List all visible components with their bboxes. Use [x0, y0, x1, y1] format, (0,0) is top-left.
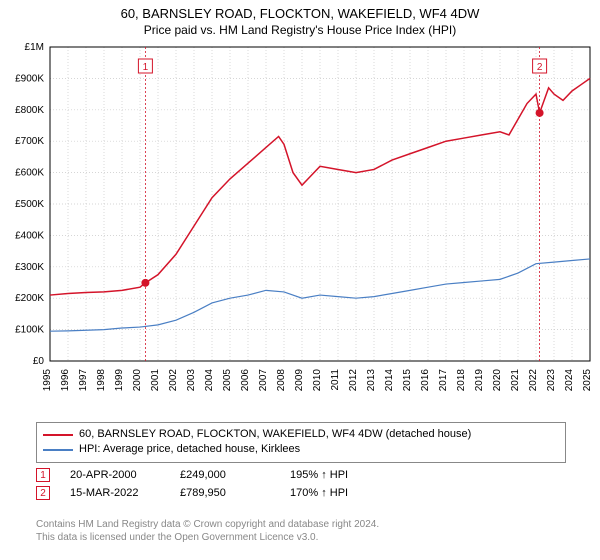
- svg-text:2: 2: [537, 62, 543, 73]
- svg-text:2009: 2009: [294, 368, 305, 391]
- svg-text:2018: 2018: [456, 368, 467, 391]
- svg-text:£0: £0: [33, 356, 45, 367]
- svg-text:£100K: £100K: [15, 324, 44, 335]
- sale-marker-badge: 1: [36, 468, 50, 482]
- svg-text:£200K: £200K: [15, 293, 44, 304]
- svg-text:2023: 2023: [546, 368, 557, 391]
- svg-text:2021: 2021: [510, 368, 521, 391]
- footer-line-2: This data is licensed under the Open Gov…: [36, 531, 566, 544]
- legend-swatch: [43, 434, 73, 436]
- sale-row: 1 20-APR-2000 £249,000 195% ↑ HPI: [36, 466, 566, 484]
- sale-marker-badge: 2: [36, 486, 50, 500]
- svg-text:£1M: £1M: [25, 42, 44, 53]
- chart-title: 60, BARNSLEY ROAD, FLOCKTON, WAKEFIELD, …: [0, 0, 600, 23]
- svg-text:2016: 2016: [420, 368, 431, 391]
- sale-hpi-delta: 195% ↑ HPI: [290, 469, 380, 481]
- svg-text:2025: 2025: [582, 368, 593, 391]
- svg-text:2005: 2005: [222, 368, 233, 391]
- legend: 60, BARNSLEY ROAD, FLOCKTON, WAKEFIELD, …: [36, 422, 566, 463]
- legend-swatch: [43, 449, 73, 451]
- svg-text:£800K: £800K: [15, 105, 44, 116]
- svg-text:2014: 2014: [384, 368, 395, 391]
- svg-text:£900K: £900K: [15, 73, 44, 84]
- chart-subtitle: Price paid vs. HM Land Registry's House …: [0, 23, 600, 41]
- sale-price: £789,950: [180, 487, 270, 499]
- svg-text:2003: 2003: [186, 368, 197, 391]
- sale-data-table: 1 20-APR-2000 £249,000 195% ↑ HPI 2 15-MAR-20…: [36, 466, 566, 502]
- sale-date: 15-MAR-2022: [70, 487, 160, 499]
- svg-text:2010: 2010: [312, 368, 323, 391]
- svg-text:2012: 2012: [348, 368, 359, 391]
- legend-item: 60, BARNSLEY ROAD, FLOCKTON, WAKEFIELD, …: [43, 427, 559, 442]
- svg-text:£500K: £500K: [15, 199, 44, 210]
- price-chart: £0 £100K £200K £300K £400K £500K £600K £700K £80…: [0, 41, 600, 411]
- svg-text:£400K: £400K: [15, 230, 44, 241]
- svg-text:1995: 1995: [42, 368, 53, 391]
- svg-text:2022: 2022: [528, 368, 539, 391]
- sale-row: 2 15-MAR-2022 £789,950 170% ↑ HPI: [36, 484, 566, 502]
- svg-text:2020: 2020: [492, 368, 503, 391]
- legend-label: 60, BARNSLEY ROAD, FLOCKTON, WAKEFIELD, …: [79, 427, 471, 442]
- svg-text:2011: 2011: [330, 368, 341, 390]
- svg-text:2015: 2015: [402, 368, 413, 391]
- legend-label: HPI: Average price, detached house, Kirk…: [79, 442, 300, 457]
- svg-text:2000: 2000: [132, 368, 143, 391]
- svg-text:1997: 1997: [78, 368, 89, 391]
- svg-text:2017: 2017: [438, 368, 449, 391]
- legend-item: HPI: Average price, detached house, Kirk…: [43, 442, 559, 457]
- svg-text:2006: 2006: [240, 368, 251, 391]
- svg-text:1999: 1999: [114, 368, 125, 391]
- svg-text:£600K: £600K: [15, 167, 44, 178]
- svg-text:£700K: £700K: [15, 136, 44, 147]
- svg-text:1998: 1998: [96, 368, 107, 391]
- svg-text:2001: 2001: [150, 368, 161, 391]
- svg-text:2019: 2019: [474, 368, 485, 391]
- sale-hpi-delta: 170% ↑ HPI: [290, 487, 380, 499]
- svg-text:1996: 1996: [60, 368, 71, 391]
- svg-text:2008: 2008: [276, 368, 287, 391]
- svg-text:2024: 2024: [564, 368, 575, 391]
- svg-text:£300K: £300K: [15, 262, 44, 273]
- sale-date: 20-APR-2000: [70, 469, 160, 481]
- footer-line-1: Contains HM Land Registry data © Crown c…: [36, 518, 566, 531]
- sale-price: £249,000: [180, 469, 270, 481]
- footer-attribution: Contains HM Land Registry data © Crown c…: [36, 518, 566, 544]
- svg-text:2002: 2002: [168, 368, 179, 391]
- svg-text:1: 1: [143, 62, 149, 73]
- svg-text:2013: 2013: [366, 368, 377, 391]
- svg-text:2007: 2007: [258, 368, 269, 391]
- svg-text:2004: 2004: [204, 368, 215, 391]
